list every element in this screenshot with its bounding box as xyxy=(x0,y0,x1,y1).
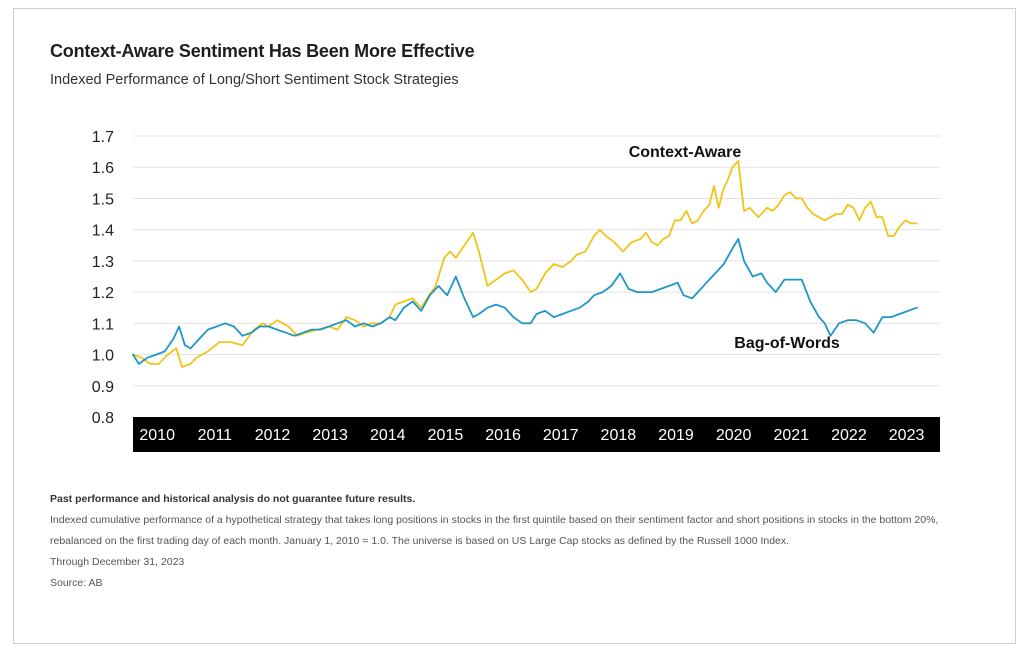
source-note: Source: AB xyxy=(50,577,103,589)
y-tick-label: 1.0 xyxy=(92,348,114,365)
x-tick-label: 2020 xyxy=(716,427,752,444)
footnotes: Past performance and historical analysis… xyxy=(50,489,970,594)
y-tick-label: 1.6 xyxy=(92,160,114,177)
series-label-bag-of-words: Bag-of-Words xyxy=(734,335,840,352)
x-tick-label: 2021 xyxy=(773,427,809,444)
y-tick-label: 1.3 xyxy=(92,254,114,271)
series-line-context-aware xyxy=(132,160,918,368)
chart-subtitle: Indexed Performance of Long/Short Sentim… xyxy=(50,72,459,88)
x-tick-label: 2023 xyxy=(889,427,925,444)
series-label-context-aware: Context-Aware xyxy=(629,144,742,161)
methodology-note: Indexed cumulative performance of a hypo… xyxy=(50,514,939,547)
y-tick-label: 1.7 xyxy=(92,129,114,146)
grid-layer xyxy=(133,135,940,387)
series-line-bag-of-words xyxy=(132,238,918,365)
y-tick-label: 1.4 xyxy=(92,223,114,240)
annotation-layer: Context-Aware Bag-of-Words xyxy=(629,144,840,352)
y-tick-label: 1.2 xyxy=(92,285,114,302)
series-layer xyxy=(132,160,918,368)
date-note: Through December 31, 2023 xyxy=(50,556,185,568)
x-tick-label: 2022 xyxy=(831,427,867,444)
x-tick-label: 2015 xyxy=(428,427,464,444)
chart-title: Context-Aware Sentiment Has Been More Ef… xyxy=(50,41,475,61)
x-tick-label: 2016 xyxy=(485,427,521,444)
y-tick-label: 1.1 xyxy=(92,316,114,333)
y-axis: 0.8 0.9 1.0 1.1 1.2 1.3 1.4 1.5 1.6 1.7 xyxy=(92,129,114,427)
y-tick-label: 0.9 xyxy=(92,379,114,396)
x-tick-label: 2019 xyxy=(658,427,694,444)
y-tick-label: 0.8 xyxy=(92,410,114,427)
y-tick-label: 1.5 xyxy=(92,191,114,208)
x-tick-label: 2018 xyxy=(601,427,637,444)
x-tick-label: 2014 xyxy=(370,427,406,444)
x-axis: 2010 2011 2012 2013 2014 2015 2016 2017 2018 2019… xyxy=(139,427,924,444)
x-tick-label: 2017 xyxy=(543,427,579,444)
line-chart: 0.80.91.01.11.21.31.41.51.61.7 2010 2011 2… xyxy=(92,129,940,452)
x-tick-label: 2011 xyxy=(198,427,233,444)
chart-frame xyxy=(13,8,1016,644)
x-axis-bar xyxy=(133,417,940,452)
x-tick-label: 2012 xyxy=(255,427,291,444)
disclaimer-note: Past performance and historical analysis… xyxy=(50,493,416,505)
x-tick-label: 2010 xyxy=(139,427,175,444)
x-tick-label: 2013 xyxy=(312,427,348,444)
